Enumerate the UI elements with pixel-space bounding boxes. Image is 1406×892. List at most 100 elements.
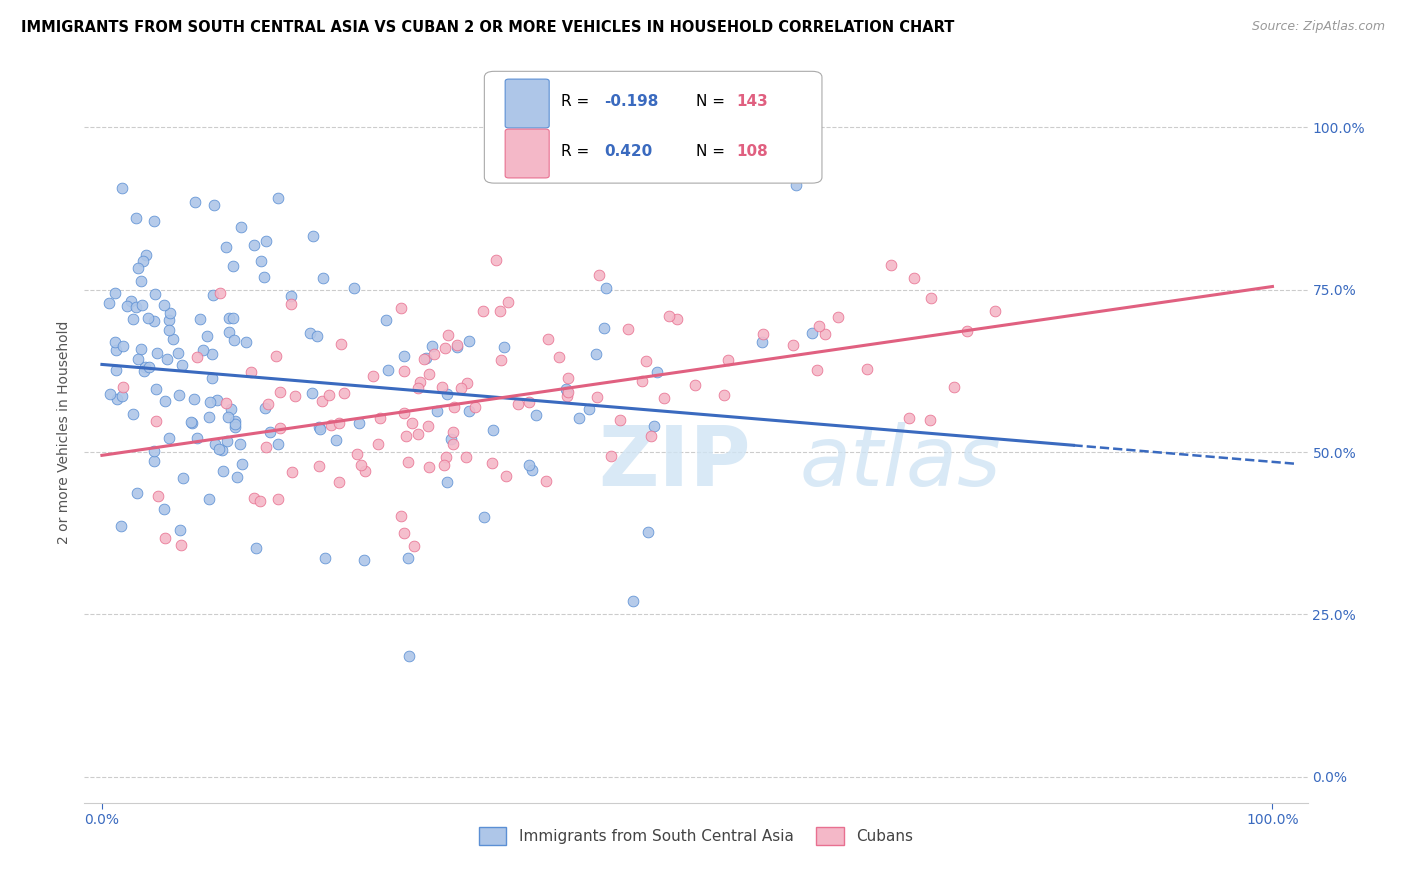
Point (496, 295, 519, 310)
Point (328, 475, 350, 490)
Point (243, 491, 266, 505)
Point (235, 335, 257, 350)
Point (267, 437, 290, 451)
Y-axis label: 2 or more Vehicles in Household: 2 or more Vehicles in Household (58, 321, 72, 544)
Point (193, 343, 215, 358)
Point (920, 291, 942, 305)
Point (143, 287, 166, 301)
Point (308, 458, 330, 473)
Point (332, 385, 354, 400)
Point (107, 392, 129, 406)
Point (125, 211, 148, 226)
Text: 143: 143 (737, 94, 768, 109)
Point (159, 323, 181, 337)
Point (314, 550, 336, 565)
Point (433, 458, 456, 472)
Point (190, 312, 212, 326)
Point (269, 384, 291, 399)
Point (98, 387, 121, 401)
Point (172, 358, 194, 372)
Point (446, 340, 468, 354)
Point (415, 351, 437, 365)
Point (198, 409, 221, 424)
Point (250, 253, 273, 268)
Point (218, 310, 240, 325)
Point (301, 229, 323, 244)
Point (555, 389, 578, 403)
Point (239, 365, 262, 379)
Point (309, 422, 332, 436)
FancyBboxPatch shape (484, 71, 823, 183)
Point (200, 347, 222, 361)
Point (253, 270, 276, 285)
Point (215, 396, 238, 410)
Point (343, 281, 366, 295)
Point (434, 341, 457, 355)
Point (716, 353, 738, 368)
Point (145, 383, 167, 397)
Point (517, 394, 540, 409)
Text: 0.420: 0.420 (605, 144, 652, 159)
Point (537, 331, 560, 345)
Point (536, 474, 558, 488)
Point (105, 343, 128, 358)
Point (458, 404, 481, 418)
Point (184, 195, 207, 210)
Text: -0.198: -0.198 (605, 94, 658, 109)
Point (269, 421, 291, 435)
Point (489, 352, 512, 367)
Point (264, 349, 287, 363)
Point (155, 531, 177, 545)
Point (903, 271, 925, 285)
Point (464, 401, 486, 415)
Point (595, 281, 617, 295)
Point (436, 475, 458, 490)
Point (222, 311, 245, 326)
Point (458, 334, 481, 348)
Point (441, 425, 464, 440)
Point (111, 380, 134, 394)
Point (142, 443, 165, 458)
Point (134, 364, 156, 378)
Point (395, 429, 418, 443)
Point (328, 417, 350, 431)
Point (353, 553, 375, 567)
Point (224, 333, 246, 347)
Point (586, 390, 609, 404)
Point (325, 433, 347, 447)
Point (180, 415, 202, 429)
Point (396, 550, 419, 565)
Point (111, 180, 134, 194)
Point (806, 363, 828, 377)
Point (409, 376, 432, 390)
Point (593, 320, 616, 334)
Point (408, 427, 430, 442)
Point (432, 379, 454, 393)
Point (392, 364, 415, 378)
Point (402, 539, 425, 553)
Point (208, 285, 231, 300)
Point (211, 443, 233, 458)
Point (243, 237, 266, 252)
Point (506, 397, 529, 411)
Point (159, 306, 181, 320)
Point (110, 518, 132, 533)
FancyBboxPatch shape (505, 129, 550, 178)
Point (456, 376, 478, 391)
Point (392, 349, 415, 363)
Text: 108: 108 (737, 144, 768, 159)
Point (524, 408, 547, 422)
Point (153, 394, 176, 409)
Point (472, 509, 495, 524)
Point (321, 418, 343, 433)
Point (219, 401, 242, 416)
Text: IMMIGRANTS FROM SOUTH CENTRAL ASIA VS CUBAN 2 OR MORE VEHICLES IN HOUSEHOLD CORR: IMMIGRANTS FROM SOUTH CENTRAL ASIA VS CU… (21, 20, 955, 35)
Point (436, 328, 458, 343)
Point (245, 541, 267, 556)
Point (555, 384, 578, 399)
Point (254, 234, 277, 248)
Point (120, 293, 142, 308)
Point (401, 416, 423, 430)
FancyBboxPatch shape (505, 79, 550, 128)
Point (301, 385, 323, 400)
